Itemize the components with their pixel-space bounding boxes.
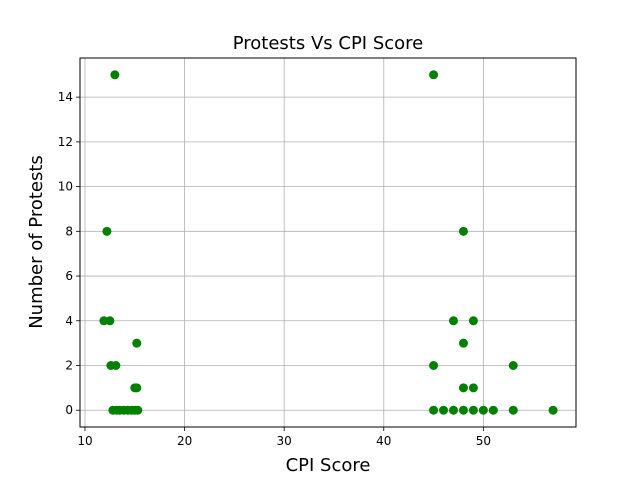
y-tick-label: 12	[58, 135, 73, 149]
ticks-layer: 10 20 30 40 50 0 2 4 6 8 10 12 14	[58, 90, 491, 448]
x-tick-label: 30	[277, 434, 292, 448]
data-point	[458, 338, 468, 348]
data-point	[468, 316, 478, 326]
data-point	[458, 226, 468, 236]
data-point	[105, 316, 115, 326]
y-tick-label: 8	[65, 224, 73, 238]
points-layer	[99, 70, 558, 415]
grid-layer	[80, 58, 576, 427]
data-point	[132, 338, 142, 348]
data-point	[429, 405, 439, 415]
data-point	[478, 405, 488, 415]
y-tick-label: 10	[58, 180, 73, 194]
data-point	[448, 405, 458, 415]
x-tick-label: 20	[177, 434, 192, 448]
y-tick-label: 4	[65, 314, 73, 328]
data-point	[429, 70, 439, 80]
x-tick-label: 10	[77, 434, 92, 448]
data-point	[429, 361, 439, 370]
y-tick-label: 14	[58, 90, 73, 104]
data-point	[111, 361, 121, 370]
data-point	[488, 405, 498, 415]
chart-title: Protests Vs CPI Score	[233, 33, 424, 54]
data-point	[508, 361, 518, 370]
x-tick-label: 50	[476, 434, 491, 448]
data-point	[102, 226, 112, 236]
y-tick-label: 6	[65, 269, 73, 283]
data-point	[132, 383, 142, 393]
y-tick-label: 2	[65, 359, 73, 373]
data-point	[468, 383, 478, 393]
data-point	[110, 70, 120, 80]
x-tick-label: 40	[376, 434, 391, 448]
data-point	[448, 316, 458, 326]
data-point	[548, 405, 558, 415]
data-point	[133, 405, 143, 415]
x-axis-label: CPI Score	[286, 455, 371, 476]
data-point	[508, 405, 518, 415]
plot-frame	[79, 57, 577, 428]
y-axis-label: Number of Protests	[26, 155, 47, 329]
data-point	[458, 405, 468, 415]
data-point	[468, 405, 478, 415]
data-point	[439, 405, 449, 415]
y-tick-label: 0	[65, 403, 73, 417]
data-point	[458, 383, 468, 393]
